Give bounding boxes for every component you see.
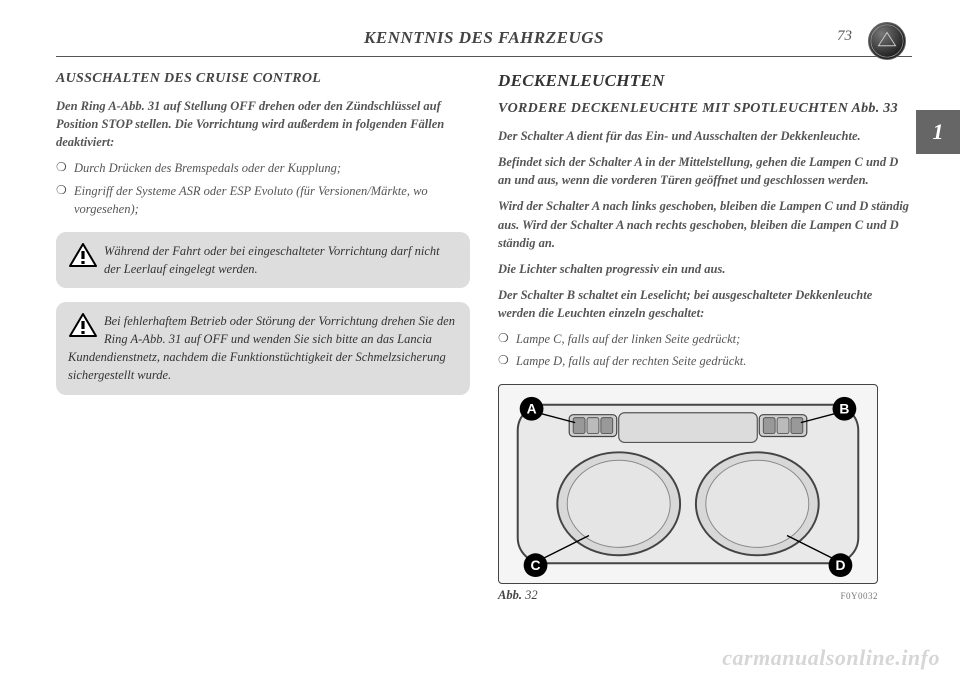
- right-heading: DECKENLEUCHTEN: [498, 71, 912, 91]
- figure-caption: Abb. 32: [498, 588, 538, 603]
- callout-c: C: [531, 558, 541, 574]
- figure-caption-row: Abb. 32 F0Y0032: [498, 588, 878, 603]
- right-bullet: Lampe D, falls auf der rechten Seite ged…: [498, 352, 912, 370]
- warning-box: Bei fehlerhaftem Betrieb oder Störung de…: [56, 302, 470, 395]
- page-number: 73: [837, 28, 852, 45]
- right-para: Wird der Schalter A nach links geschoben…: [498, 197, 912, 251]
- section-tab: 1: [916, 110, 960, 154]
- right-subheading: VORDERE DECKENLEUCHTE MIT SPOTLEUCHTEN A…: [498, 101, 912, 117]
- figure-image: A B C D: [498, 384, 878, 584]
- warning-text: Während der Fahrt oder bei eingeschaltet…: [68, 242, 458, 278]
- right-bullets: Lampe C, falls auf der linken Seite gedr…: [498, 330, 912, 370]
- right-para: Befindet sich der Schalter A in der Mitt…: [498, 153, 912, 189]
- header-rule: [56, 56, 912, 57]
- callout-a: A: [527, 401, 537, 417]
- header-row: KENNTNIS DES FAHRZEUGS 73: [56, 28, 912, 48]
- header-title: KENNTNIS DES FAHRZEUGS: [364, 28, 604, 48]
- right-para: Der Schalter A dient für das Ein- und Au…: [498, 127, 912, 145]
- figure-number: 32: [525, 588, 538, 602]
- warning-text: Bei fehlerhaftem Betrieb oder Störung de…: [68, 312, 458, 385]
- columns: AUSSCHALTEN DES CRUISE CONTROL Den Ring …: [56, 71, 912, 603]
- warning-box: Während der Fahrt oder bei eingeschaltet…: [56, 232, 470, 288]
- warning-triangle-icon: [68, 312, 98, 338]
- left-heading: AUSSCHALTEN DES CRUISE CONTROL: [56, 71, 470, 87]
- right-column: DECKENLEUCHTEN VORDERE DECKENLEUCHTE MIT…: [498, 71, 912, 603]
- right-para: Der Schalter B schaltet ein Leselicht; b…: [498, 286, 912, 322]
- left-bullet: Durch Drücken des Bremspedals oder der K…: [56, 159, 470, 177]
- callout-d: D: [835, 558, 845, 574]
- left-para-1: Den Ring A-Abb. 31 auf Stellung OFF dreh…: [56, 97, 470, 151]
- left-column: AUSSCHALTEN DES CRUISE CONTROL Den Ring …: [56, 71, 470, 603]
- watermark: carmanualsonline.info: [722, 645, 940, 671]
- figure-label: Abb.: [498, 588, 522, 602]
- brand-logo-icon: [868, 22, 906, 60]
- callout-b: B: [839, 401, 849, 417]
- left-bullets: Durch Drücken des Bremspedals oder der K…: [56, 159, 470, 217]
- figure-wrap: A B C D Abb. 32 F0Y0032: [498, 384, 912, 603]
- section-number: 1: [933, 119, 944, 145]
- warning-triangle-icon: [68, 242, 98, 268]
- page: KENNTNIS DES FAHRZEUGS 73 1 AUSSCHALTEN …: [0, 0, 960, 677]
- figure-code: F0Y0032: [840, 591, 878, 601]
- left-bullet: Eingriff der Systeme ASR oder ESP Evolut…: [56, 182, 470, 218]
- right-para: Die Lichter schalten progressiv ein und …: [498, 260, 912, 278]
- right-bullet: Lampe C, falls auf der linken Seite gedr…: [498, 330, 912, 348]
